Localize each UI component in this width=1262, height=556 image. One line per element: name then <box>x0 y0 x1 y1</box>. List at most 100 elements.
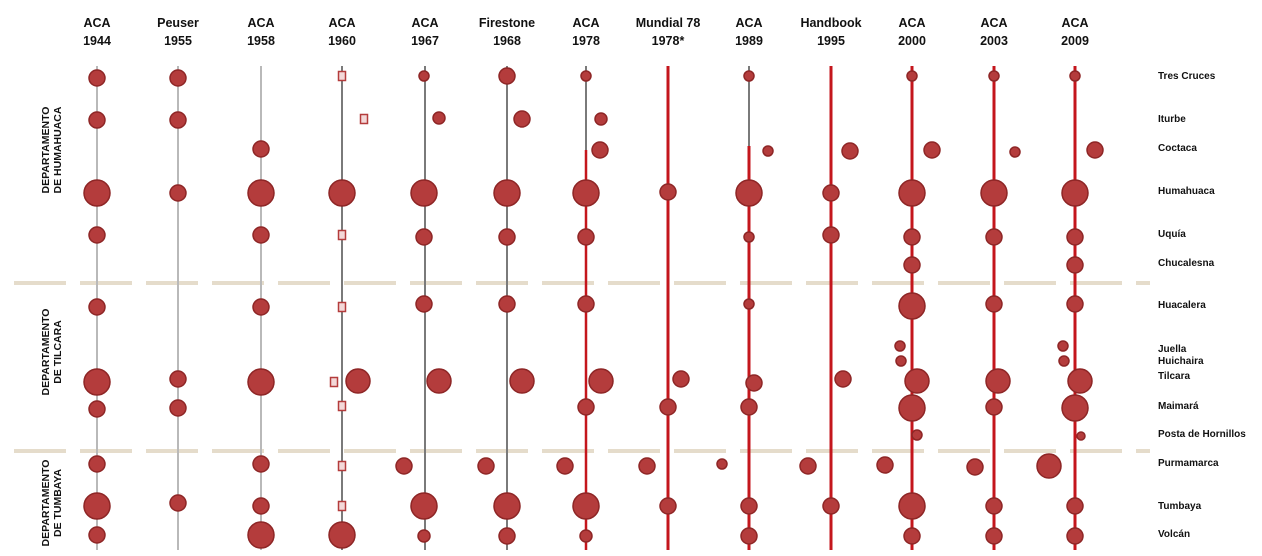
town-dot <box>1057 340 1069 352</box>
town-dot <box>1067 368 1093 394</box>
dept-line: DE HUMAHUACA <box>52 106 64 194</box>
town-dot <box>1066 497 1084 515</box>
header-source: Mundial 78 <box>635 16 701 30</box>
town-dot <box>252 226 270 244</box>
column-header-aca-2003: ACA 2003 <box>954 14 1034 50</box>
town-dot <box>415 295 433 313</box>
town-dot <box>895 355 907 367</box>
header-year: 1958 <box>247 34 275 48</box>
column-header-aca-1989: ACA 1989 <box>709 14 789 50</box>
town-dot <box>572 179 600 207</box>
town-dot <box>88 526 106 544</box>
town-dot <box>432 111 446 125</box>
town-label-huichaira: Huichaira <box>1158 356 1204 367</box>
town-dot <box>923 141 941 159</box>
town-dot <box>169 69 187 87</box>
town-dot <box>740 527 758 545</box>
town-dot <box>252 140 270 158</box>
town-dot <box>659 183 677 201</box>
town-dot <box>498 67 516 85</box>
town-dot <box>1066 527 1084 545</box>
town-dot <box>477 457 495 475</box>
header-source: Handbook <box>800 16 862 30</box>
town-dot <box>898 492 926 520</box>
square-marker <box>337 301 347 313</box>
town-dot <box>594 112 608 126</box>
header-source: ACA <box>411 16 439 30</box>
square-marker <box>329 376 339 388</box>
town-dot <box>426 368 452 394</box>
town-dot <box>88 226 106 244</box>
town-dot <box>1066 228 1084 246</box>
town-label-coctaca: Coctaca <box>1158 143 1197 154</box>
town-label-iturbe: Iturbe <box>1158 114 1186 125</box>
town-dot <box>83 179 111 207</box>
town-label-uquia: Uquía <box>1158 229 1186 240</box>
column-header-firestone-1968: Firestone 1968 <box>467 14 547 50</box>
town-dot <box>1069 70 1081 82</box>
header-year: 1978* <box>651 34 685 48</box>
header-source: ACA <box>1061 16 1089 30</box>
town-dot <box>493 492 521 520</box>
town-dot <box>1086 141 1104 159</box>
town-dot <box>822 226 840 244</box>
town-label-maimara: Maimará <box>1158 401 1199 412</box>
town-dot <box>822 497 840 515</box>
town-dot <box>985 398 1003 416</box>
town-dot <box>417 529 431 543</box>
town-dot <box>88 111 106 129</box>
column-header-mundial-1978: Mundial 78 1978* <box>628 14 708 50</box>
town-dot <box>672 370 690 388</box>
town-dot <box>743 70 755 82</box>
dept-line: DEPARTAMENTO <box>40 308 52 396</box>
town-dot <box>985 527 1003 545</box>
town-dot <box>577 228 595 246</box>
town-dot <box>169 111 187 129</box>
town-dot <box>716 458 728 470</box>
town-dot <box>735 179 763 207</box>
town-dot <box>762 145 774 157</box>
town-dot <box>822 184 840 202</box>
department-label-tumbaya: DEPARTAMENTO DE TUMBAYA <box>40 460 64 547</box>
town-dot <box>743 231 755 243</box>
town-dot <box>1061 179 1089 207</box>
town-dot <box>88 298 106 316</box>
town-dot <box>745 374 763 392</box>
header-year: 1989 <box>735 34 763 48</box>
town-dot <box>1036 453 1062 479</box>
column-header-aca-1978: ACA 1978 <box>546 14 626 50</box>
header-source: ACA <box>247 16 275 30</box>
town-label-humahuaca: Humahuaca <box>1158 186 1215 197</box>
town-dot <box>556 457 574 475</box>
header-year: 1967 <box>411 34 439 48</box>
header-year: 1960 <box>328 34 356 48</box>
header-year: 1968 <box>493 34 521 48</box>
header-year: 1944 <box>83 34 111 48</box>
town-dot <box>1066 295 1084 313</box>
town-dot <box>740 497 758 515</box>
dept-line: DEPARTAMENTO <box>40 106 52 194</box>
square-marker <box>337 460 347 472</box>
dept-line: DEPARTAMENTO <box>40 459 52 547</box>
town-label-tilcara: Tilcara <box>1158 371 1191 382</box>
header-year: 2003 <box>980 34 1008 48</box>
town-dot <box>903 228 921 246</box>
header-year: 2000 <box>898 34 926 48</box>
town-dot <box>410 492 438 520</box>
header-year: 1978 <box>572 34 600 48</box>
header-year: 2009 <box>1061 34 1089 48</box>
town-dot <box>1076 431 1086 441</box>
town-dot <box>252 455 270 473</box>
town-dot <box>247 521 275 549</box>
square-marker <box>337 70 347 82</box>
town-dot <box>415 228 433 246</box>
town-label-purmamarca: Purmamarca <box>1158 458 1219 469</box>
town-dot <box>577 398 595 416</box>
town-dot <box>88 400 106 418</box>
town-dot <box>898 394 926 422</box>
town-dot <box>980 179 1008 207</box>
column-header-aca-1960: ACA 1960 <box>302 14 382 50</box>
square-marker <box>337 500 347 512</box>
header-source: ACA <box>328 16 356 30</box>
